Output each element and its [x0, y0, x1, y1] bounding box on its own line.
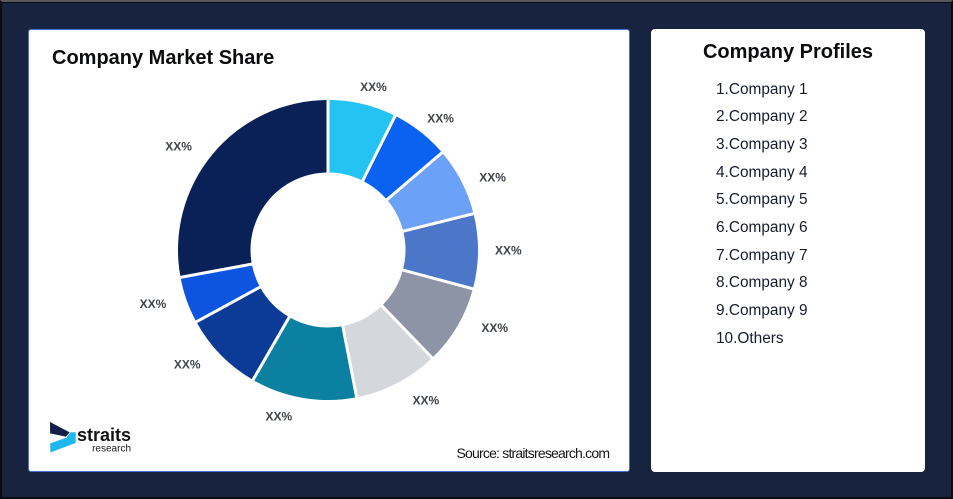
svg-text:straits: straits: [77, 425, 131, 445]
svg-text:XX%: XX%: [479, 171, 506, 185]
svg-text:research: research: [92, 444, 131, 455]
svg-text:XX%: XX%: [427, 111, 454, 125]
svg-text:XX%: XX%: [265, 410, 292, 424]
svg-text:XX%: XX%: [165, 139, 192, 153]
svg-text:XX%: XX%: [174, 357, 201, 371]
svg-text:XX%: XX%: [140, 297, 167, 311]
svg-text:XX%: XX%: [495, 244, 522, 258]
svg-text:XX%: XX%: [413, 394, 440, 408]
svg-text:XX%: XX%: [360, 80, 387, 94]
svg-text:XX%: XX%: [481, 321, 508, 335]
